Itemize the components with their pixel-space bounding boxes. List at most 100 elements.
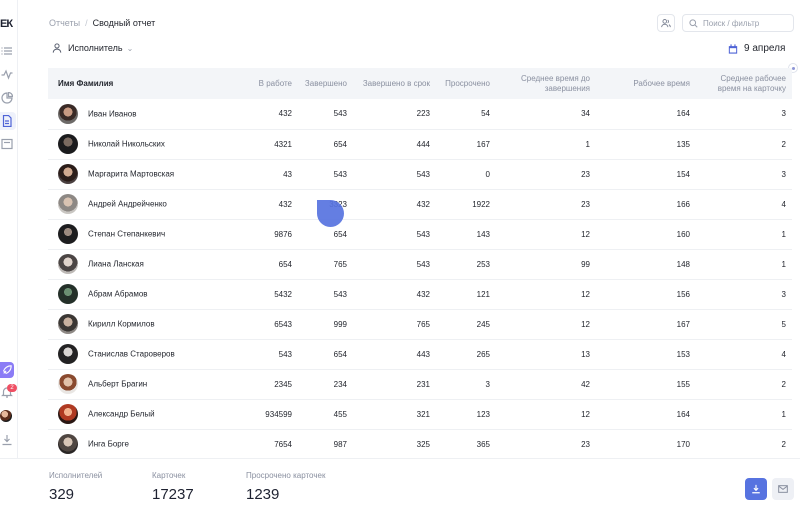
cell-avg-time: 13 — [581, 349, 590, 359]
avatar — [58, 344, 78, 364]
cell-work-time: 166 — [676, 199, 690, 209]
cell-in-work: 543 — [278, 349, 292, 359]
cell-name[interactable]: Степан Степанкевич — [48, 219, 218, 249]
cell-in-work: 432 — [278, 199, 292, 209]
employee-name[interactable]: Александр Белый — [88, 409, 155, 419]
user-avatar[interactable] — [0, 410, 12, 422]
cell-name[interactable]: Абрам Абрамов — [48, 279, 218, 309]
cell-avg-card: 3 — [781, 109, 786, 119]
cell-avg-time: 23 — [581, 199, 590, 209]
column-header-name[interactable]: Имя Фамилия — [58, 78, 114, 88]
search-field[interactable] — [682, 14, 794, 32]
rocket-icon[interactable] — [0, 362, 14, 378]
cell-name[interactable]: Инга Борге — [48, 429, 218, 458]
cell-name[interactable]: Андрей Андрейченко — [48, 189, 218, 219]
cell-avg-card: 2 — [781, 379, 786, 389]
search-icon — [689, 18, 698, 28]
users-button[interactable] — [657, 14, 675, 32]
list-icon[interactable] — [1, 45, 13, 57]
cell-avg-time: 12 — [581, 319, 590, 329]
cell-done: 987 — [333, 439, 347, 449]
cell-name[interactable]: Николай Никольских — [48, 129, 218, 159]
breadcrumb-reports[interactable]: Отчеты — [49, 18, 81, 28]
cell-work-time: 170 — [676, 439, 690, 449]
table-row[interactable]: Маргарита Мартовская 43 543 543 0 23 154 3 — [48, 159, 792, 189]
cell-work-time: 148 — [676, 259, 690, 269]
table-row[interactable]: Иван Иванов 432 543 223 54 34 164 3 — [48, 99, 792, 129]
table-row[interactable]: Степан Степанкевич 9876 654 543 143 12 160 1 — [48, 219, 792, 249]
table-row[interactable]: Николай Никольских 4321 654 444 167 1 135 2 — [48, 129, 792, 159]
stat-executors-label: Исполнителей — [49, 471, 103, 480]
table-row[interactable]: Андрей Андрейченко43233234321922231664 — [48, 189, 792, 219]
cell-on-time: 321 — [416, 409, 430, 419]
table-row[interactable]: Александр Белый 934599 455 321 123 12 164 1 — [48, 399, 792, 429]
column-header-work-time[interactable]: Рабочее время — [633, 78, 690, 88]
column-header-in-work[interactable]: В работе — [258, 78, 292, 88]
column-header-on-time[interactable]: Завершено в срок — [362, 78, 430, 88]
cell-overdue: 365 — [476, 439, 490, 449]
column-header-avg-card[interactable]: Среднее рабочее время на карточку — [717, 73, 786, 93]
cell-in-work: 6543 — [274, 319, 292, 329]
employee-name[interactable]: Андрей Андрейченко — [88, 199, 167, 209]
summary-footer: Исполнителей 329 Карточек 17237 Просроче… — [0, 458, 800, 516]
cell-name[interactable]: Кирилл Кормилов — [48, 309, 218, 339]
search-input[interactable] — [703, 18, 793, 28]
cell-overdue: 123 — [476, 409, 490, 419]
employee-name[interactable]: Инга Борге — [88, 439, 129, 449]
cell-name[interactable]: Лиана Ланская — [48, 249, 218, 279]
cell-avg-time: 99 — [581, 259, 590, 269]
employee-name[interactable]: Станислав Староверов — [88, 349, 175, 359]
cell-avg-card: 3 — [781, 169, 786, 179]
cell-avg-time: 12 — [581, 409, 590, 419]
cell-name[interactable]: Иван Иванов — [48, 99, 218, 129]
cell-in-work: 2345 — [274, 379, 292, 389]
cell-avg-card: 3 — [781, 289, 786, 299]
cell-work-time: 160 — [676, 229, 690, 239]
cell-name[interactable]: Альберт Брагин — [48, 369, 218, 399]
app-logo[interactable]: ЕК — [0, 18, 13, 30]
employee-name[interactable]: Альберт Брагин — [88, 379, 148, 389]
cell-overdue: 167 — [476, 139, 490, 149]
cell-done: 234 — [333, 379, 347, 389]
executor-filter[interactable]: Исполнитель ⌄ — [52, 43, 133, 53]
column-header-done[interactable]: Завершено — [304, 78, 347, 88]
table-row[interactable]: Инга Борге 7654 987 325 365 23 170 2 — [48, 429, 792, 458]
cell-avg-time: 12 — [581, 289, 590, 299]
cell-name[interactable]: Станислав Староверов — [48, 339, 218, 369]
stat-cards: Карточек 17237 — [152, 471, 194, 503]
table-row[interactable]: Лиана Ланская 654 765 543 253 99 148 1 — [48, 249, 792, 279]
table-row[interactable]: Кирилл Кормилов 6543 999 765 245 12 167 5 — [48, 309, 792, 339]
activity-icon[interactable] — [1, 68, 13, 80]
employee-name[interactable]: Лиана Ланская — [88, 259, 144, 269]
scroll-indicator[interactable] — [788, 63, 798, 73]
document-icon[interactable] — [1, 115, 13, 127]
table-row[interactable]: Станислав Староверов 543 654 443 265 13 153 4 — [48, 339, 792, 369]
email-button[interactable] — [772, 478, 794, 500]
download-icon[interactable] — [1, 434, 13, 446]
cell-avg-card: 5 — [781, 319, 786, 329]
employee-name[interactable]: Маргарита Мартовская — [88, 169, 175, 179]
employee-name[interactable]: Иван Иванов — [88, 109, 137, 119]
column-header-avg-time[interactable]: Среднее время до завершения — [520, 73, 590, 93]
chart-icon[interactable] — [1, 92, 13, 104]
employee-name[interactable]: Степан Степанкевич — [88, 229, 166, 239]
cell-done: 654 — [333, 349, 347, 359]
avatar — [58, 314, 78, 334]
employee-name[interactable]: Николай Никольских — [88, 139, 165, 149]
cell-avg-card: 1 — [781, 229, 786, 239]
cell-overdue: 3 — [485, 379, 490, 389]
cell-avg-card: 1 — [781, 259, 786, 269]
table-row[interactable]: Абрам Абрамов 5432 543 432 121 12 156 3 — [48, 279, 792, 309]
cell-name[interactable]: Александр Белый — [48, 399, 218, 429]
employee-name[interactable]: Кирилл Кормилов — [88, 319, 155, 329]
employee-name[interactable]: Абрам Абрамов — [88, 289, 148, 299]
cell-avg-time: 42 — [581, 379, 590, 389]
cell-work-time: 155 — [676, 379, 690, 389]
table-row[interactable]: Альберт Брагин 2345 234 231 3 42 155 2 — [48, 369, 792, 399]
archive-icon[interactable] — [1, 138, 13, 150]
cell-name[interactable]: Маргарита Мартовская — [48, 159, 218, 189]
download-button[interactable] — [745, 478, 767, 500]
mail-icon — [778, 485, 788, 493]
date-picker[interactable]: 9 апреля — [728, 43, 785, 54]
column-header-overdue[interactable]: Просрочено — [445, 78, 490, 88]
